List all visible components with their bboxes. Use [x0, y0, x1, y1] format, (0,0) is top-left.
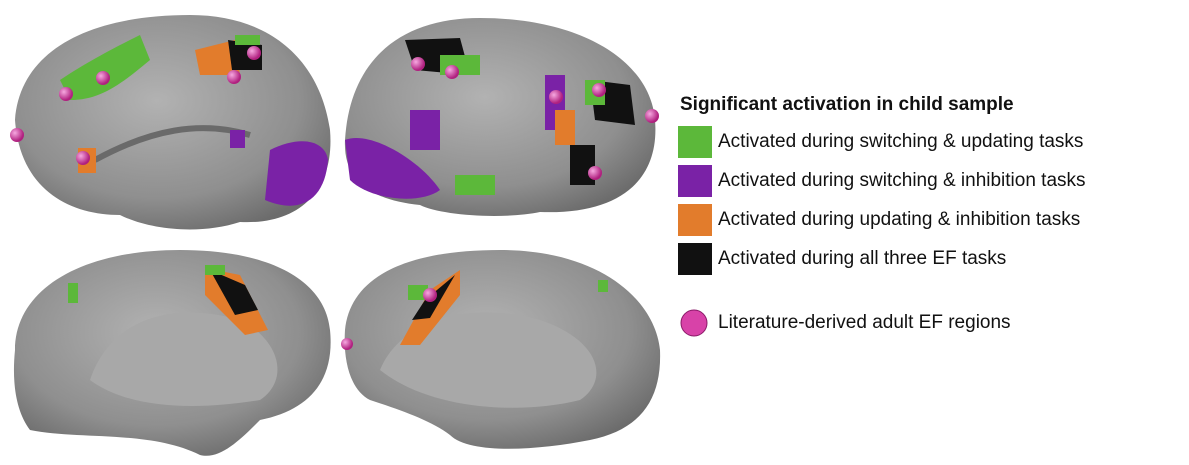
brain-bottom-right	[341, 250, 660, 449]
legend-label: Activated during updating & inhibition t…	[718, 209, 1080, 230]
legend-swatch	[678, 165, 712, 197]
brain-bottom-left	[14, 250, 331, 456]
legend-label: Activated during all three EF tasks	[718, 248, 1006, 269]
legend: Activated during switching & updating ta…	[678, 126, 1086, 336]
legend-label: Activated during switching & inhibition …	[718, 170, 1086, 191]
legend-marker	[681, 310, 707, 336]
legend-swatch	[678, 204, 712, 236]
legend-title: Significant activation in child sample	[680, 94, 1014, 115]
brain-top-right	[345, 18, 659, 216]
legend-swatch	[678, 126, 712, 158]
legend-label: Activated during switching & updating ta…	[718, 131, 1083, 152]
legend-label: Literature-derived adult EF regions	[718, 312, 1011, 333]
brain-top-left	[10, 15, 330, 229]
legend-swatch	[678, 243, 712, 275]
figure: Significant activation in child sample A…	[0, 0, 1189, 465]
